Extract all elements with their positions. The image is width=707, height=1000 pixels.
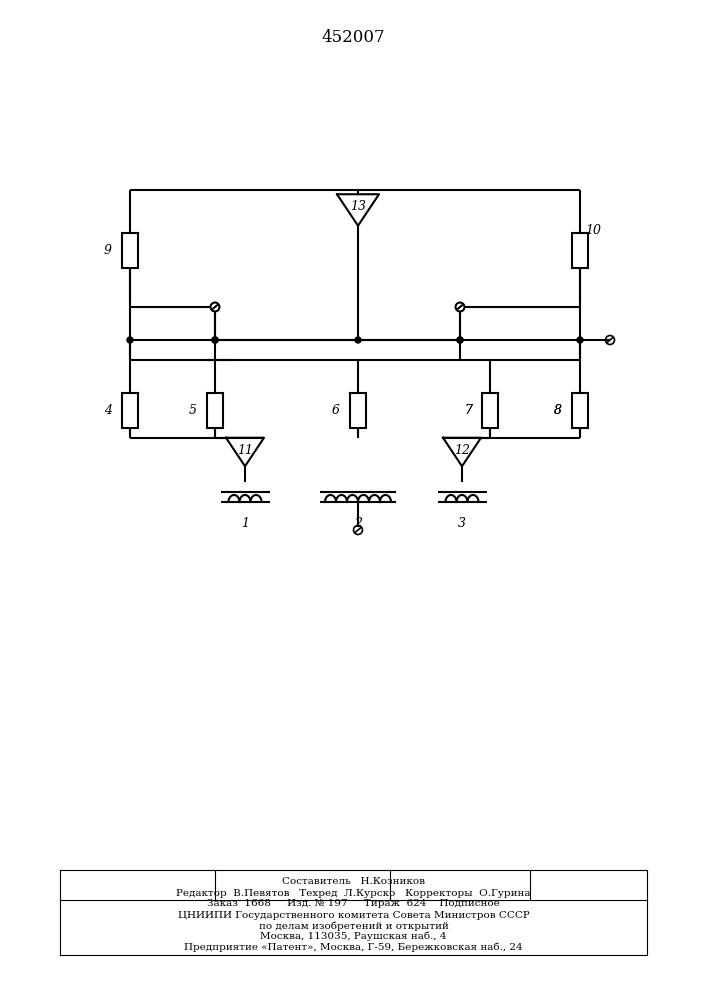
Text: 3: 3 [458,517,466,530]
Text: 10: 10 [585,224,601,236]
Text: 6: 6 [332,403,340,416]
Text: Редактор  В.Певятов   Техред  Л.Курско   Корректоры  О.Гурина: Редактор В.Певятов Техред Л.Курско Корре… [176,888,531,898]
Text: 11: 11 [237,444,253,456]
Bar [350,392,366,428]
Text: 7: 7 [464,403,472,416]
Circle shape [212,337,218,343]
Circle shape [212,337,218,343]
Text: Предприятие «Патент», Москва, Г-59, Бережковская наб., 24: Предприятие «Патент», Москва, Г-59, Бере… [185,942,522,952]
Text: ЦНИИПИ Государственного комитета Совета Министров СССР: ЦНИИПИ Государственного комитета Совета … [177,912,530,920]
Text: 12: 12 [454,444,470,456]
Text: 452007: 452007 [322,29,385,46]
Text: 9: 9 [104,243,112,256]
Circle shape [355,337,361,343]
Polygon shape [443,438,481,466]
Circle shape [457,337,463,343]
Text: 5: 5 [189,403,197,416]
Circle shape [577,337,583,343]
Bar [482,392,498,428]
Text: 13: 13 [350,200,366,214]
Text: Составитель   Н.Козников: Составитель Н.Козников [282,878,425,886]
Text: Заказ  1668     Изд. № 197     Тираж  624    Подписное: Заказ 1668 Изд. № 197 Тираж 624 Подписно… [207,900,500,908]
Polygon shape [337,194,379,226]
Text: 1: 1 [241,517,249,530]
Text: 7: 7 [464,403,472,416]
Text: по делам изобретений и открытий: по делам изобретений и открытий [259,921,448,931]
Text: 4: 4 [104,403,112,416]
Bar [122,392,138,428]
Bar [122,232,138,267]
Bar [572,232,588,267]
Bar [572,392,588,428]
Bar [207,392,223,428]
Circle shape [127,337,133,343]
Text: 2: 2 [354,517,362,530]
Text: 8: 8 [554,403,562,416]
Circle shape [457,337,463,343]
Text: 8: 8 [554,403,562,416]
Polygon shape [226,438,264,466]
Text: Москва, 113035, Раушская наб., 4: Москва, 113035, Раушская наб., 4 [260,931,447,941]
